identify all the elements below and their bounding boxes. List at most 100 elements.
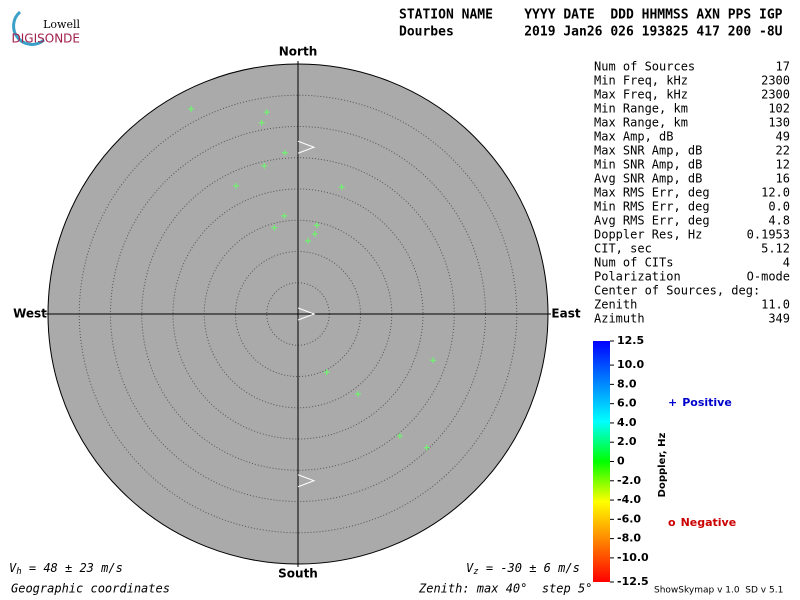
colorbar-label: Doppler, Hz — [657, 433, 668, 498]
source-point — [281, 149, 288, 156]
colorbar-tick-label: 4.0 — [617, 416, 637, 429]
stat-value: 22 — [776, 144, 790, 158]
compass-east: East — [551, 307, 580, 321]
text: = 48 ± 23 m/s — [22, 561, 123, 575]
version-label: ShowSkymap v 1.0 SD v 5.1 — [654, 586, 783, 596]
stat-label: CIT, sec — [594, 242, 652, 256]
colorbar-tick-label: -8.0 — [617, 532, 641, 545]
vz-label: Vz = -30 ± 6 m/s — [466, 561, 580, 577]
coords-label: Geographic coordinates — [11, 582, 170, 596]
legend-marker: o — [668, 516, 676, 529]
source-point — [188, 106, 195, 112]
stat-value: 49 — [776, 130, 790, 144]
compass-north: North — [279, 45, 317, 59]
colorbar-tick-label: 2.0 — [617, 435, 637, 448]
legend-label: Negative — [681, 516, 737, 529]
stat-label: Avg SNR Amp, dB — [594, 172, 702, 186]
symbol: V — [466, 561, 474, 575]
colorbar-tick-label: -10.0 — [617, 551, 649, 564]
vh-label: Vh = 48 ± 23 m/s — [9, 561, 123, 577]
compass-west: West — [13, 307, 47, 321]
source-point — [263, 109, 270, 116]
source-point — [281, 212, 288, 219]
stat-label: Min SNR Amp, dB — [594, 158, 702, 172]
colorbar-tick-label: 0 — [617, 455, 625, 468]
stat-value: 0.0 — [768, 200, 790, 214]
legend-entry: o Negative — [668, 516, 736, 529]
source-point — [313, 222, 320, 229]
stat-label: Max SNR Amp, dB — [594, 144, 702, 158]
stat-label: Doppler Res, Hz — [594, 228, 702, 242]
stat-value: 2300 — [761, 74, 790, 88]
stat-label: Max Freq, kHz — [594, 88, 688, 102]
colorbar-tick-label: -6.0 — [617, 512, 641, 525]
colorbar — [593, 341, 610, 582]
stat-label: Min Range, km — [594, 102, 688, 116]
source-point — [430, 357, 436, 364]
colorbar-tick-label: 8.0 — [617, 377, 637, 390]
stat-value: 12.0 — [761, 186, 790, 200]
stat-value: O-mode — [747, 270, 790, 284]
stat-value: 4 — [783, 256, 790, 270]
legend-label: Positive — [682, 396, 732, 409]
stat-label: Min RMS Err, deg — [594, 200, 710, 214]
antenna-marker — [297, 474, 316, 488]
stat-label: Zenith — [594, 298, 637, 312]
logo-top: Lowell — [43, 18, 80, 31]
colorbar-tick-label: 12.5 — [617, 334, 644, 347]
stat-label: Avg RMS Err, deg — [594, 214, 710, 228]
subscript: h — [16, 567, 21, 577]
stat-label: Azimuth — [594, 312, 645, 326]
antenna-marker — [297, 140, 316, 154]
text: = -30 ± 6 m/s — [479, 561, 580, 575]
stat-label: Num of CITs — [594, 256, 673, 270]
source-point — [305, 237, 311, 244]
stat-value: 17 — [776, 60, 790, 74]
header-line: STATION NAME YYYY DATE DDD HHMMSS AXN PP… — [399, 8, 783, 23]
compass-south: South — [278, 567, 318, 581]
subscript: z — [473, 567, 478, 577]
logo-arc — [12, 10, 45, 46]
stat-label: Max Range, km — [594, 116, 688, 130]
colorbar-tick-label: -2.0 — [617, 474, 641, 487]
stat-value: 102 — [768, 102, 790, 116]
stat-value: 12 — [776, 158, 790, 172]
stat-value: 5.12 — [761, 242, 790, 256]
colorbar-tick-label: -4.0 — [617, 493, 641, 506]
source-point — [233, 182, 240, 189]
colorbar-tick-label: 6.0 — [617, 397, 637, 410]
stat-value: 16 — [776, 172, 790, 186]
stat-label: Center of Sources, deg: — [594, 284, 760, 298]
antenna-marker — [297, 307, 316, 321]
source-point — [323, 369, 330, 376]
header-line: Dourbes 2019 Jan26 026 193825 417 200 -8… — [399, 25, 783, 40]
stat-label: Max RMS Err, deg — [594, 186, 710, 200]
stat-value: 130 — [768, 116, 790, 130]
source-point — [355, 391, 361, 397]
stat-value: 4.8 — [768, 214, 790, 228]
zenith-label: Zenith: max 40° step 5° — [418, 582, 592, 596]
colorbar-tick-label: 10.0 — [617, 358, 644, 371]
source-point — [261, 162, 268, 169]
stat-value: 2300 — [761, 88, 790, 102]
stat-value: 0.1953 — [747, 228, 790, 242]
stat-label: Polarization — [594, 270, 681, 284]
stat-value: 11.0 — [761, 298, 790, 312]
source-point — [271, 224, 278, 231]
source-point — [423, 444, 430, 451]
logo-bottom: DIGISONDE — [12, 32, 80, 46]
legend-marker: + — [668, 396, 677, 409]
symbol: V — [9, 561, 17, 575]
source-point — [311, 231, 318, 237]
source-point — [258, 119, 265, 126]
source-point — [396, 432, 403, 439]
stat-label: Max Amp, dB — [594, 130, 673, 144]
legend-entry: + Positive — [668, 396, 732, 409]
source-point — [338, 184, 345, 191]
stat-label: Num of Sources — [594, 60, 695, 74]
stat-label: Min Freq, kHz — [594, 74, 688, 88]
colorbar-tick-label: -12.5 — [617, 575, 649, 588]
stat-value: 349 — [768, 312, 790, 326]
